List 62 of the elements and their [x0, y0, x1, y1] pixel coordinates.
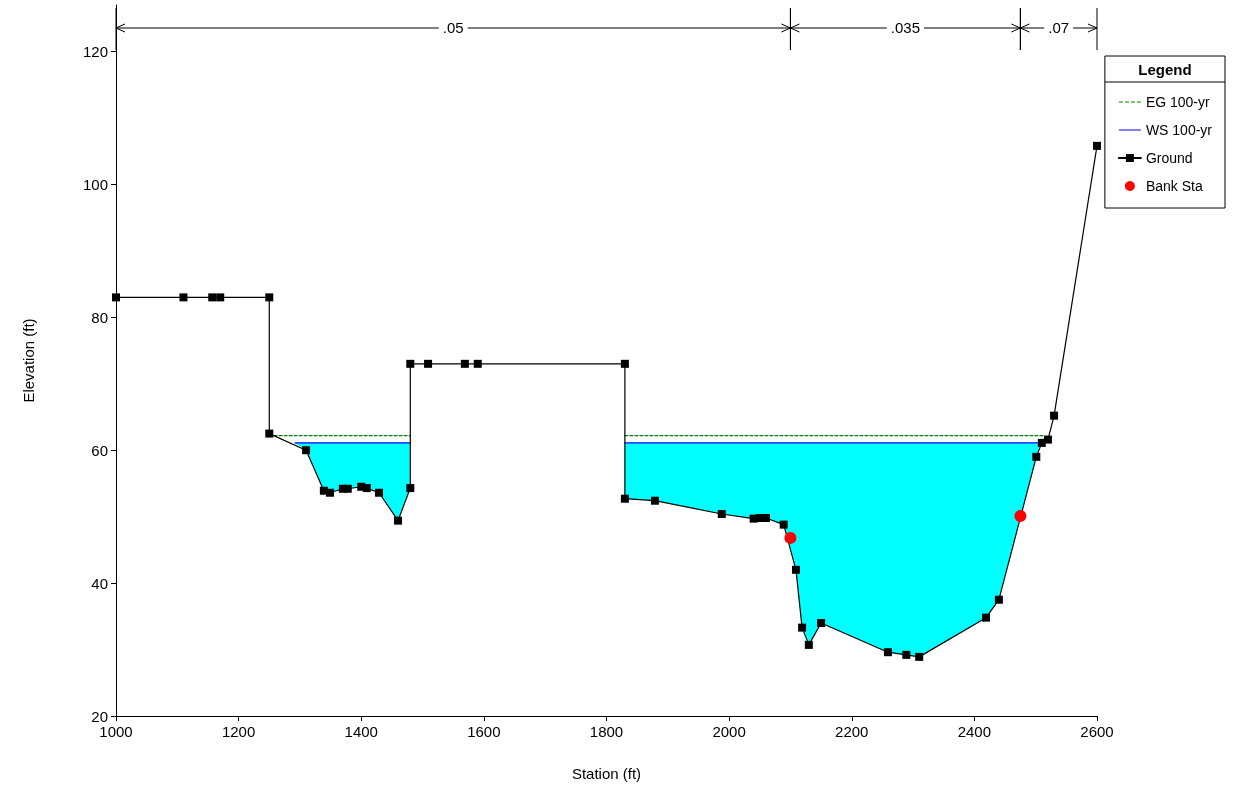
point	[883, 648, 892, 657]
x-tick-label: 2400	[957, 723, 992, 740]
point	[717, 510, 726, 518]
point	[1050, 411, 1059, 420]
y-tick-label: 100	[82, 175, 108, 193]
point	[216, 293, 225, 302]
point	[179, 293, 188, 302]
point	[1043, 435, 1052, 444]
y-tick-label: 20	[91, 707, 108, 725]
point	[473, 359, 482, 368]
legend-label: Ground	[1145, 150, 1193, 166]
point	[902, 650, 911, 659]
point	[798, 623, 807, 632]
annotation: .07	[1048, 19, 1070, 36]
point	[460, 359, 469, 368]
x-tick-label: 2600	[1080, 723, 1114, 740]
point	[791, 565, 800, 574]
point	[208, 293, 217, 302]
x-tick-label: 1200	[221, 723, 256, 740]
legend-title: Legend	[1138, 61, 1192, 78]
y-tick-label: 40	[91, 574, 108, 592]
x-tick-label: 2000	[712, 723, 746, 740]
point	[343, 484, 352, 493]
y-tick-label: 60	[91, 441, 108, 459]
point	[1093, 141, 1101, 150]
y-tick-label: 80	[91, 308, 108, 326]
annotation: .035	[890, 19, 920, 36]
point	[112, 293, 120, 302]
point	[394, 516, 403, 525]
x-tick-label: 1800	[589, 723, 624, 740]
y-tick-label: 120	[82, 43, 108, 61]
y-axis-title: Elevation (ft)	[20, 318, 37, 403]
point	[265, 293, 274, 302]
point	[779, 520, 788, 529]
point	[804, 640, 813, 649]
x-tick-label: 2200	[835, 723, 869, 740]
x-tick-label: 1400	[344, 723, 378, 740]
point	[817, 618, 826, 627]
point	[362, 484, 371, 493]
point	[1032, 452, 1041, 461]
point	[424, 359, 433, 368]
point	[982, 613, 991, 622]
legend-label: Bank Sta	[1145, 178, 1203, 194]
point	[325, 488, 334, 497]
point	[784, 531, 797, 544]
point	[406, 359, 415, 368]
point	[620, 494, 629, 503]
legend-label: EG 100-yr	[1145, 94, 1211, 110]
point	[302, 446, 311, 455]
point	[620, 359, 629, 368]
point	[994, 595, 1003, 604]
point	[375, 488, 384, 497]
legend-label: WS 100-yr	[1145, 122, 1213, 138]
x-tick-label: 1000	[99, 723, 133, 740]
point	[650, 496, 659, 505]
point	[1014, 509, 1027, 522]
x-axis-title: Station (ft)	[571, 765, 642, 782]
annotation: .05	[442, 19, 464, 36]
x-tick-label: 1600	[467, 723, 501, 740]
point	[406, 484, 415, 493]
point	[265, 429, 274, 438]
point	[915, 652, 924, 661]
